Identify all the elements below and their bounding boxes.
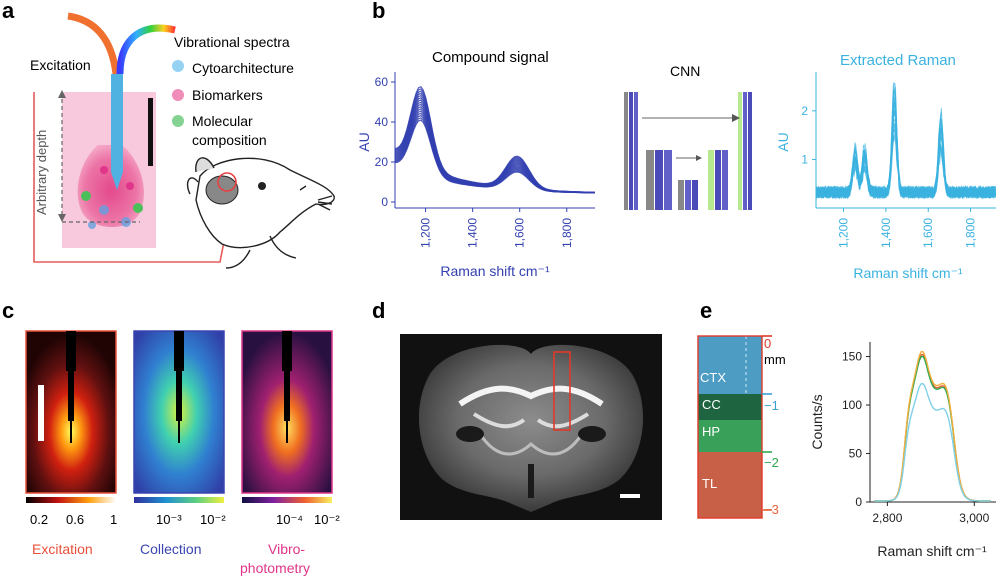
- counts-series-line: [874, 353, 991, 502]
- x-tick-label: 1,400: [466, 218, 480, 248]
- panel-c-maps: [25, 330, 333, 503]
- x-tick-label: 1,800: [964, 218, 978, 248]
- compound-signal-chart: 0 20 40 60 1,200 1,400 1,600 1,800 AU Raman shift…: [356, 72, 596, 279]
- x-axis-label: Raman shift cm⁻¹: [440, 263, 550, 279]
- vibrational-beam: [116, 24, 176, 75]
- extracted-spectrum-line: [815, 113, 996, 199]
- col-tick-1: 10⁻³: [156, 512, 182, 527]
- region-ctx: CTX: [700, 370, 726, 385]
- compound-spectrum-line: [394, 85, 596, 193]
- counts-series-line: [874, 355, 991, 502]
- extracted-spectrum-line: [815, 86, 996, 200]
- cnn-title: CNN: [670, 63, 701, 79]
- counts-chart: 0 50 100 150 2,800 3,000 Counts/s Raman shift c…: [809, 342, 996, 559]
- depth-unit: mm: [764, 352, 786, 367]
- y-tick-label: 1: [801, 152, 808, 166]
- x-tick-label: 1,600: [513, 218, 527, 248]
- counts-series-line: [874, 383, 991, 502]
- extracted-spectrum-line: [815, 89, 996, 200]
- exc-tick-3: 1: [110, 512, 118, 527]
- extracted-title: Extracted Raman: [840, 52, 956, 69]
- y-axis-label: Counts/s: [809, 394, 825, 449]
- y-tick-label: 0: [381, 195, 388, 209]
- extracted-spectrum-line: [815, 98, 996, 200]
- molecular-label-2: composition: [192, 132, 267, 148]
- panel-letter-a: a: [2, 0, 15, 23]
- x-tick-label: 1,600: [921, 218, 935, 248]
- probe-region-box: [553, 351, 571, 431]
- y-tick-label: 20: [375, 155, 389, 169]
- region-hp: HP: [702, 424, 721, 439]
- extracted-spectrum-line: [815, 123, 996, 200]
- y-tick-label: 150: [842, 350, 862, 364]
- y-axis-label: AU: [356, 132, 372, 151]
- compound-title: Compound signal: [432, 49, 549, 66]
- panel-letter-d: d: [372, 298, 386, 323]
- x-tick-label: 3,000: [959, 511, 989, 525]
- optical-fiber: [111, 74, 123, 172]
- depth-tick-3: −3: [764, 502, 779, 517]
- panel-letter-b: b: [372, 0, 386, 23]
- y-tick-label: 60: [375, 75, 389, 89]
- vibro-map-label-2: photometry: [240, 560, 311, 576]
- biomarkers-label: Biomarkers: [192, 87, 263, 103]
- panel-letter-e: e: [700, 298, 713, 323]
- exc-tick-1: 0.2: [30, 512, 49, 527]
- arbitrary-depth-label: Arbitrary depth: [34, 129, 49, 215]
- scale-bar: [148, 98, 153, 166]
- extracted-spectrum-line: [815, 110, 996, 200]
- vib-tick-2: 10⁻²: [314, 512, 340, 527]
- collection-map-label: Collection: [140, 541, 202, 557]
- exc-tick-2: 0.6: [66, 512, 85, 527]
- col-tick-2: 10⁻²: [200, 512, 226, 527]
- molecular-label-1: Molecular: [192, 113, 253, 129]
- excitation-beam: [67, 12, 120, 75]
- cytoarchitecture-label: Cytoarchitecture: [192, 60, 294, 76]
- vibrational-label: Vibrational spectra: [174, 34, 290, 50]
- x-axis-label: Raman shift cm⁻¹: [877, 543, 987, 559]
- depth-tick-0: 0: [764, 336, 772, 351]
- y-tick-label: 0: [855, 495, 862, 509]
- x-tick-label: 1,200: [837, 218, 851, 248]
- extracted-spectrum-line: [815, 102, 996, 200]
- mouse-drawing: [186, 157, 335, 269]
- depth-strip-image: [697, 335, 772, 519]
- extracted-spectrum-line: [815, 89, 996, 200]
- vibro-map-label-1: Vibro-: [268, 541, 306, 557]
- x-tick-label: 1,200: [419, 218, 433, 248]
- counts-series-line: [874, 351, 991, 502]
- x-axis-label: Raman shift cm⁻¹: [853, 265, 963, 281]
- region-cc: CC: [702, 397, 721, 412]
- y-tick-label: 50: [849, 447, 863, 461]
- y-tick-label: 40: [375, 115, 389, 129]
- extracted-spectrum-line: [815, 82, 996, 200]
- excitation-map-label: Excitation: [32, 541, 93, 557]
- extracted-spectrum-line: [815, 108, 996, 200]
- extracted-spectrum-line: [815, 96, 996, 200]
- depth-tick-1: −1: [764, 398, 779, 413]
- x-tick-label: 2,800: [872, 511, 902, 525]
- extracted-spectrum-line: [815, 109, 996, 200]
- y-tick-label: 2: [801, 104, 808, 118]
- brain-section-image: [400, 334, 662, 520]
- cnn-diagram: [624, 92, 752, 210]
- extracted-spectrum-line: [815, 101, 996, 200]
- extracted-raman-chart: 1 2 1,200 1,400 1,600 1,800 AU Raman shift cm⁻¹: [775, 72, 996, 281]
- brain-scale-bar: [620, 494, 640, 498]
- vib-tick-1: 10⁻⁴: [276, 512, 303, 527]
- panel-a-illustration: [33, 12, 335, 269]
- x-tick-label: 1,400: [879, 218, 893, 248]
- y-axis-label: AU: [775, 132, 791, 151]
- depth-tick-2: −2: [764, 455, 779, 470]
- y-tick-label: 100: [842, 398, 862, 412]
- extracted-spectrum-line: [815, 90, 996, 200]
- extracted-spectrum-line: [815, 81, 996, 200]
- region-tl: TL: [702, 476, 718, 491]
- illuminated-volume: [77, 145, 144, 227]
- panel-letter-c: c: [2, 298, 15, 323]
- x-tick-label: 1,800: [560, 218, 574, 248]
- excitation-label: Excitation: [30, 57, 91, 73]
- extracted-spectrum-line: [815, 100, 996, 200]
